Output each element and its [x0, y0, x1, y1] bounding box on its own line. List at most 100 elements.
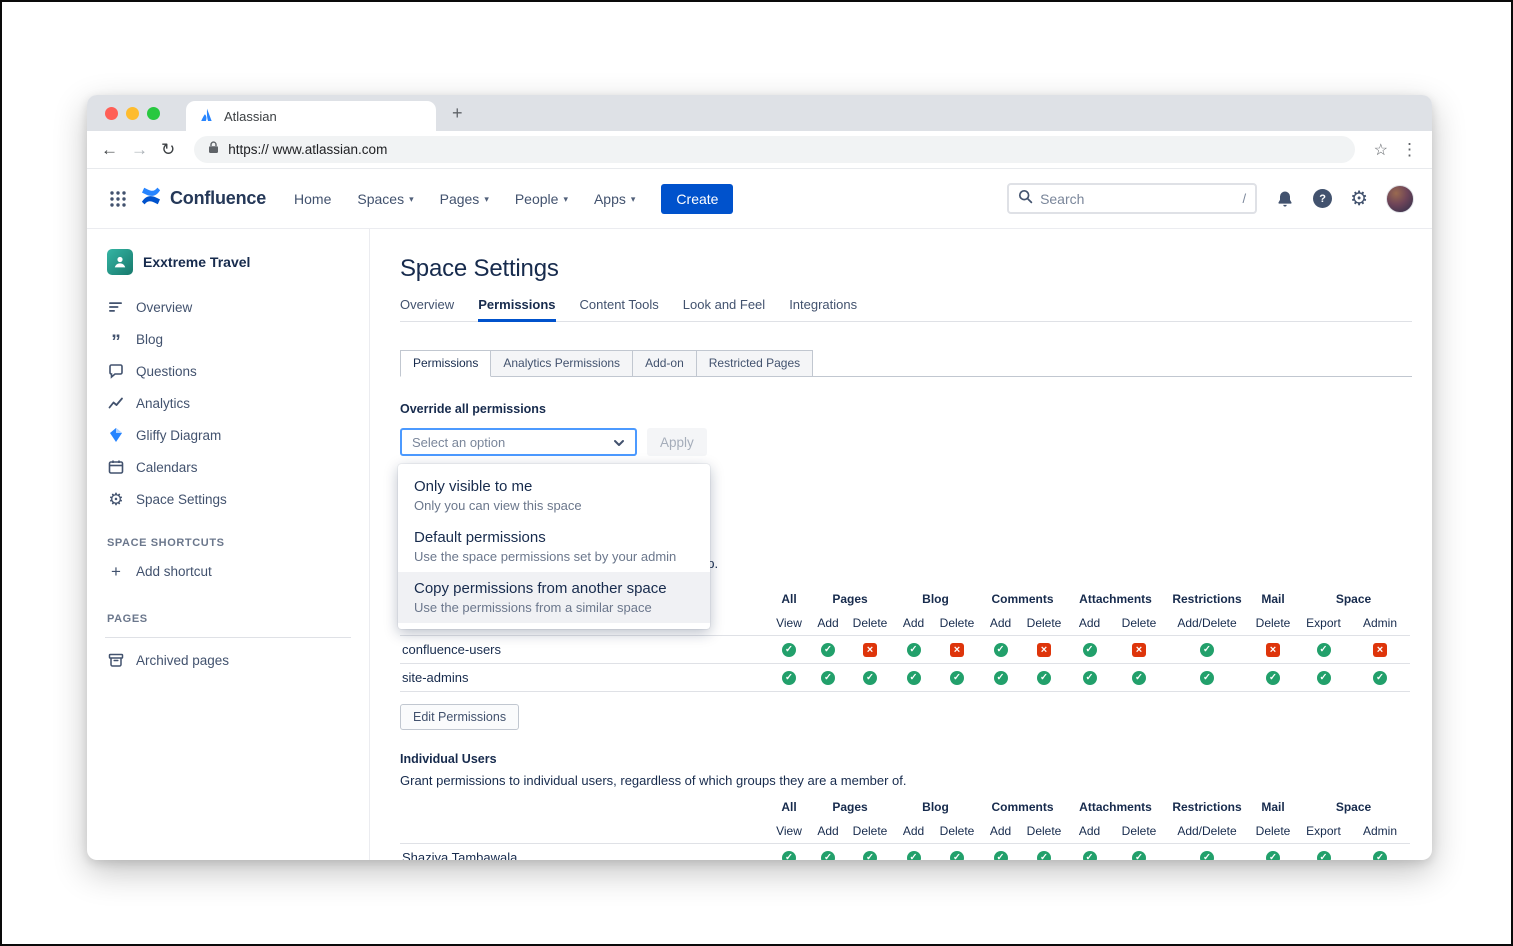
permission-cell: ✓: [1316, 642, 1331, 657]
groups-permissions-table: All Pages Blog Comments Attachments Rest…: [400, 588, 1412, 730]
permission-denied-icon: ×: [1132, 642, 1146, 657]
nav-people[interactable]: People ▾: [514, 190, 568, 207]
create-button[interactable]: Create: [661, 183, 734, 214]
sidebar-item-label: Calendars: [136, 459, 198, 475]
permission-cell: ✓: [782, 850, 796, 860]
column-header: Add: [817, 615, 839, 630]
column-group-blog: Blog: [922, 592, 949, 606]
permission-sub-headers: View Add Delete Add Delete Add Delete Add Delete…: [400, 818, 1410, 844]
confluence-logo-icon: [139, 184, 163, 213]
reload-icon[interactable]: ↻: [161, 140, 176, 159]
permission-group-headers: All Pages Blog Comments Attachments Rest…: [400, 588, 1410, 610]
search-input[interactable]: [1040, 190, 1236, 207]
column-group-restrictions: Restrictions: [1172, 592, 1242, 606]
url-text: https:// www.atlassian.com: [228, 142, 388, 157]
permission-cell: ✓: [993, 670, 1008, 685]
subtab-restricted-pages[interactable]: Restricted Pages: [695, 350, 814, 376]
tab-integrations[interactable]: Integrations: [789, 297, 858, 312]
subtab-permissions[interactable]: Permissions: [400, 350, 492, 377]
tab-look-and-feel[interactable]: Look and Feel: [682, 297, 766, 312]
column-header: Add: [1078, 615, 1101, 630]
subtab-analytics-permissions[interactable]: Analytics Permissions: [490, 350, 634, 376]
permission-cell: ✓: [1132, 670, 1146, 685]
confluence-logo[interactable]: Confluence: [139, 184, 266, 213]
sidebar-item-blog[interactable]: ” Blog: [105, 323, 369, 355]
permission-granted-icon: ✓: [1200, 850, 1214, 860]
space-avatar: [107, 249, 133, 275]
permission-granted-icon: ✓: [782, 850, 796, 860]
forward-icon[interactable]: →: [131, 140, 148, 159]
tab-overview[interactable]: Overview: [400, 297, 455, 312]
notifications-bell-icon[interactable]: [1275, 189, 1295, 209]
maximize-window-button[interactable]: [147, 106, 160, 120]
permission-granted-icon: ✓: [1037, 670, 1051, 685]
permission-cell: ✓: [1082, 850, 1097, 860]
permission-granted-icon: ✓: [1132, 850, 1146, 860]
permission-granted-icon: ✓: [1266, 850, 1280, 860]
column-group-space: Space: [1335, 800, 1372, 814]
sidebar-item-questions[interactable]: Questions: [105, 355, 369, 387]
apply-button[interactable]: Apply: [647, 428, 707, 456]
app-switcher-icon[interactable]: [105, 186, 131, 212]
permission-cell: ×: [1037, 642, 1051, 657]
edit-permissions-button[interactable]: Edit Permissions: [400, 704, 520, 730]
sidebar-item-archived-pages[interactable]: Archived pages: [105, 644, 369, 676]
permission-denied-icon: ×: [863, 642, 877, 657]
tab-content-tools[interactable]: Content Tools: [579, 297, 659, 312]
permission-granted-icon: ✓: [906, 670, 921, 685]
browser-tab[interactable]: Atlassian: [186, 101, 436, 131]
option-copy-permissions[interactable]: Copy permissions from another space Use …: [398, 572, 710, 623]
add-shortcut-button[interactable]: + Add shortcut: [105, 555, 369, 587]
sidebar-item-gliffy-diagram[interactable]: Gliffy Diagram: [105, 419, 369, 451]
column-header: Add/Delete: [1177, 615, 1237, 630]
permission-cell: ✓: [906, 850, 921, 860]
user-avatar[interactable]: [1386, 184, 1414, 213]
override-dropdown-menu: Only visible to me Only you can view thi…: [398, 464, 710, 629]
subtab-add-on[interactable]: Add-on: [632, 350, 697, 376]
permission-granted-icon: ✓: [950, 670, 964, 685]
permission-cell: ✓: [950, 670, 964, 685]
column-header: Add: [902, 823, 925, 838]
override-select[interactable]: Select an option: [400, 428, 637, 456]
permission-cell: ✓: [1200, 642, 1214, 657]
global-search[interactable]: /: [1007, 183, 1258, 214]
option-only-visible-to-me[interactable]: Only visible to me Only you can view thi…: [398, 470, 710, 521]
permission-granted-icon: ✓: [1266, 670, 1280, 685]
permission-granted-icon: ✓: [1037, 850, 1051, 860]
close-window-button[interactable]: [105, 106, 118, 120]
minimize-window-button[interactable]: [126, 106, 139, 120]
nav-spaces[interactable]: Spaces ▾: [357, 190, 414, 207]
column-group-all: All: [781, 800, 797, 814]
address-bar[interactable]: https:// www.atlassian.com: [194, 136, 1355, 163]
option-default-permissions[interactable]: Default permissions Use the space permis…: [398, 521, 710, 572]
permission-group-headers: All Pages Blog Comments Attachments Rest…: [400, 796, 1410, 818]
nav-home[interactable]: Home: [294, 190, 332, 207]
sidebar-item-overview[interactable]: Overview: [105, 291, 369, 323]
tab-permissions[interactable]: Permissions: [478, 297, 556, 322]
permission-cell: ✓: [821, 642, 835, 657]
sidebar-item-space-settings[interactable]: ⚙ Space Settings: [105, 483, 369, 515]
speech-bubble-icon: [107, 363, 125, 379]
nav-apps[interactable]: Apps ▾: [593, 190, 636, 207]
space-home-link[interactable]: Exxtreme Travel: [105, 249, 369, 275]
permission-cell: ✓: [863, 850, 877, 860]
permission-denied-icon: ×: [1373, 642, 1387, 657]
permission-cell: ✓: [863, 670, 877, 685]
permission-cell: ✓: [1132, 850, 1146, 860]
atlassian-favicon-icon: [199, 107, 215, 126]
sidebar-item-label: Questions: [136, 363, 197, 379]
permission-sub-headers: View Add Delete Add Delete Add Delete Add Delete…: [400, 610, 1410, 636]
sidebar-item-analytics[interactable]: Analytics: [105, 387, 369, 419]
search-icon: [1018, 189, 1033, 209]
column-header: Admin: [1362, 615, 1397, 630]
permission-cell: ✓: [1316, 850, 1331, 860]
back-icon[interactable]: ←: [101, 140, 118, 159]
help-icon[interactable]: ?: [1313, 189, 1333, 208]
nav-pages[interactable]: Pages ▾: [439, 190, 489, 207]
individual-users-caption: Grant permissions to individual users, r…: [400, 773, 907, 788]
settings-gear-icon[interactable]: ⚙: [1350, 187, 1368, 210]
sidebar-item-calendars[interactable]: Calendars: [105, 451, 369, 483]
browser-menu-icon[interactable]: ⋮: [1401, 139, 1418, 159]
new-tab-button[interactable]: +: [452, 103, 463, 123]
bookmark-star-icon[interactable]: ☆: [1373, 141, 1388, 159]
